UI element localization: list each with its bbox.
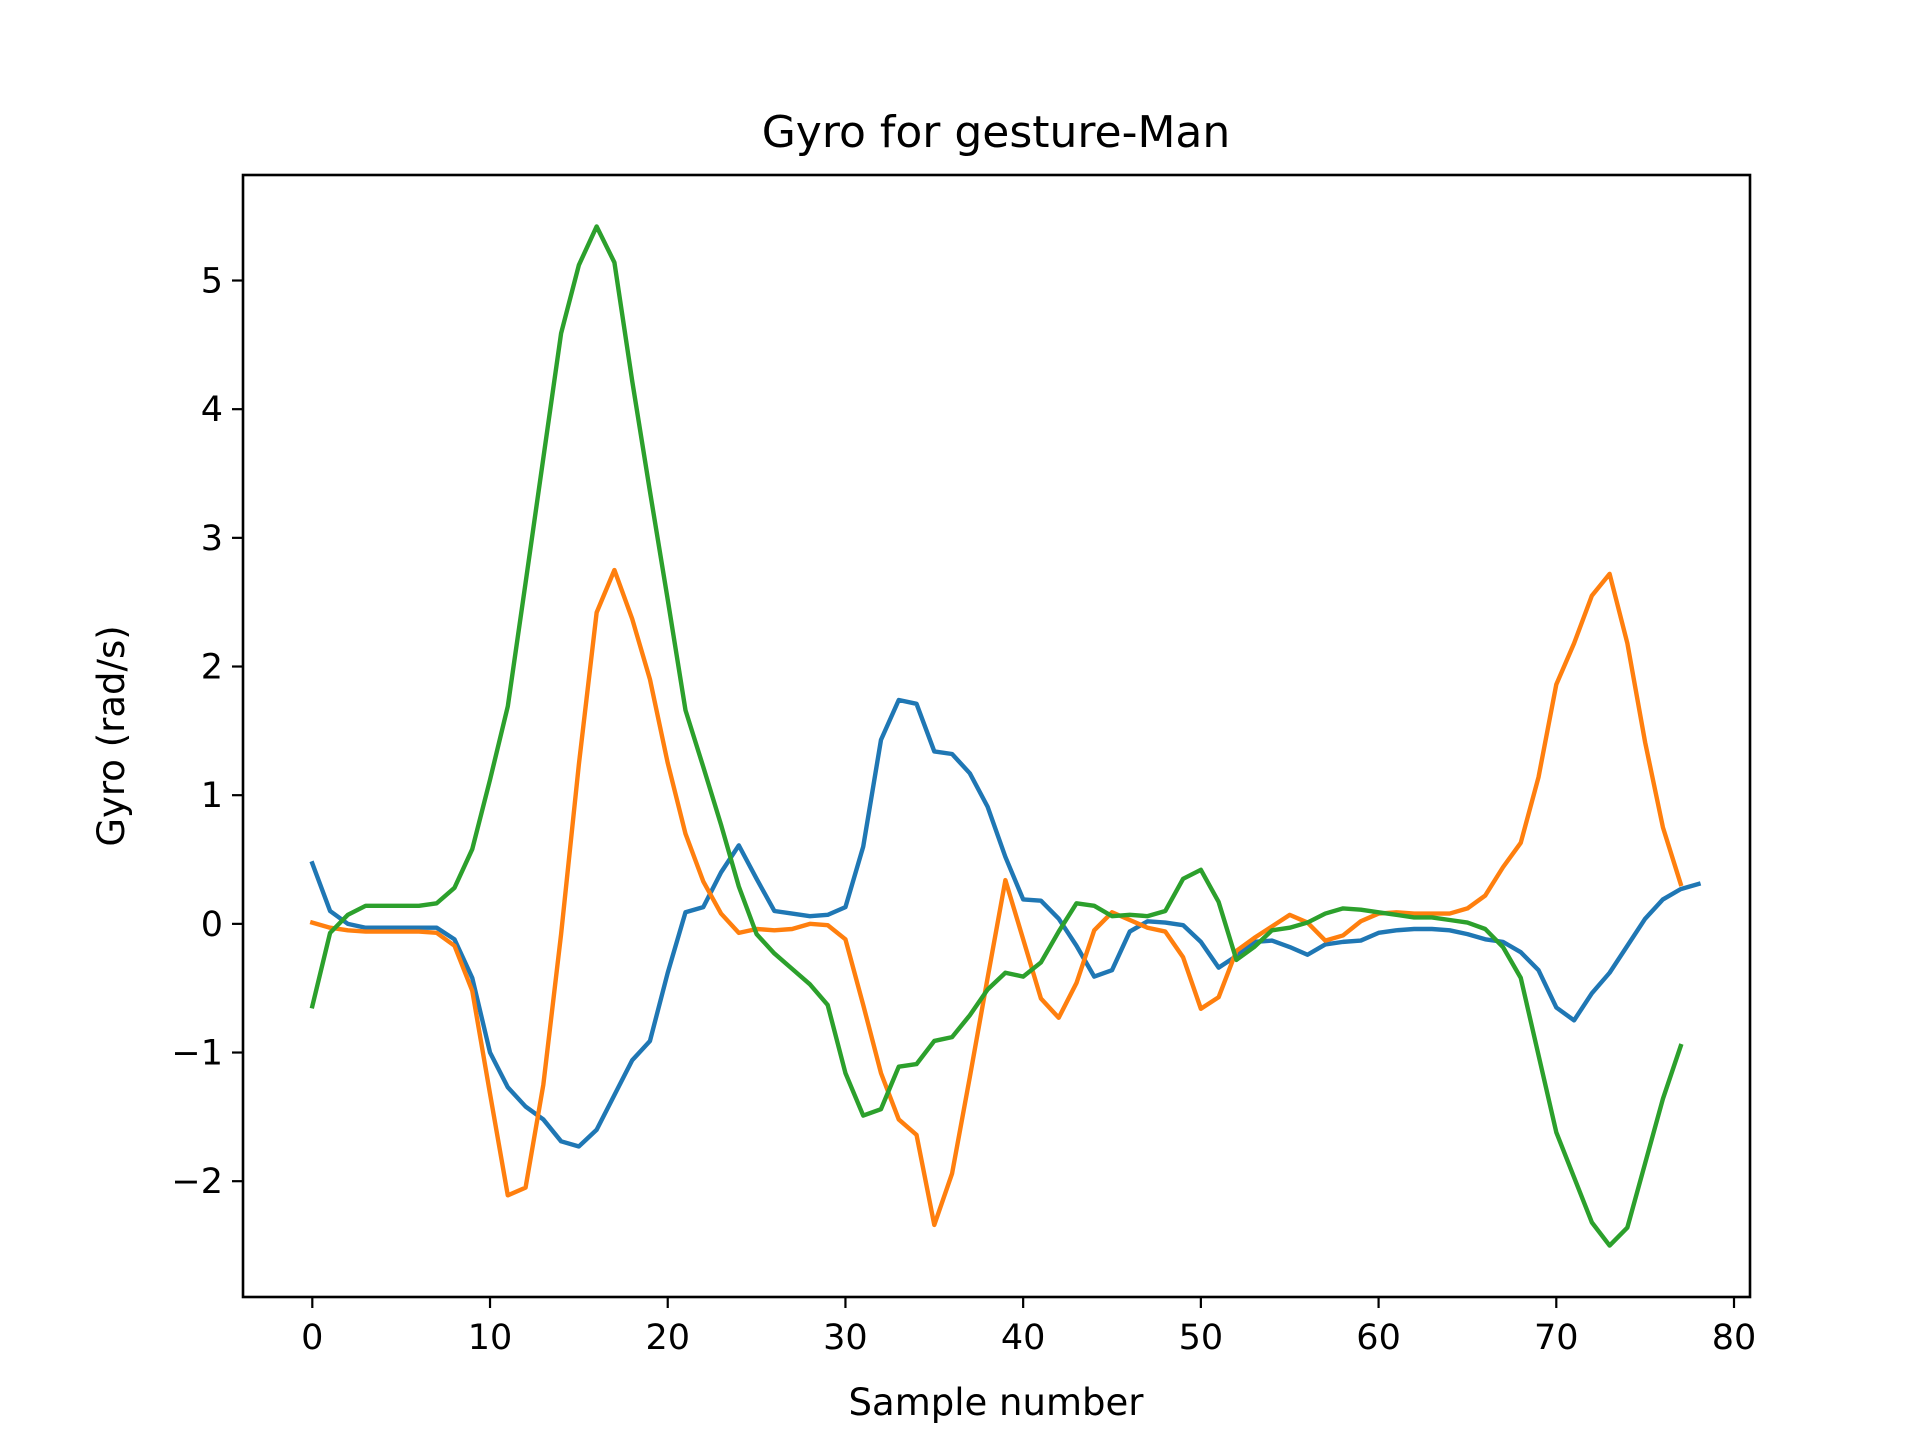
y-tick-label: 1 xyxy=(201,776,223,816)
x-tick-label: 0 xyxy=(301,1318,323,1358)
axes-frame xyxy=(241,173,1752,1299)
y-tick-label: −1 xyxy=(171,1034,223,1074)
y-axis-label: Gyro (rad/s) xyxy=(90,625,133,846)
x-axis-label: Sample number xyxy=(849,1381,1145,1424)
y-tick-label: 4 xyxy=(201,390,223,430)
y-tick-label: 0 xyxy=(201,905,223,945)
x-tick-label: 70 xyxy=(1534,1318,1579,1358)
chart-title: Gyro for gesture-Man xyxy=(762,107,1231,158)
x-tick-label: 50 xyxy=(1179,1318,1224,1358)
series-line-1 xyxy=(309,697,1702,1149)
y-tick-label: 2 xyxy=(201,648,223,688)
series-line-2 xyxy=(309,567,1684,1228)
x-tick-label: 20 xyxy=(645,1318,690,1358)
plot-series xyxy=(309,224,1702,1248)
series-line-3 xyxy=(309,224,1684,1248)
axis-ticks: 0 10 20 30 40 50 60 70 80 −2 −1 0 1 2 3 4 5 xyxy=(171,262,1756,1358)
y-tick-label: 3 xyxy=(201,519,223,559)
y-tick-label: 5 xyxy=(201,262,223,302)
x-tick-label: 10 xyxy=(468,1318,513,1358)
y-tick-label: −2 xyxy=(171,1162,223,1202)
x-tick-label: 80 xyxy=(1712,1318,1757,1358)
x-tick-label: 60 xyxy=(1356,1318,1401,1358)
x-tick-label: 40 xyxy=(1001,1318,1046,1358)
x-tick-label: 30 xyxy=(823,1318,868,1358)
